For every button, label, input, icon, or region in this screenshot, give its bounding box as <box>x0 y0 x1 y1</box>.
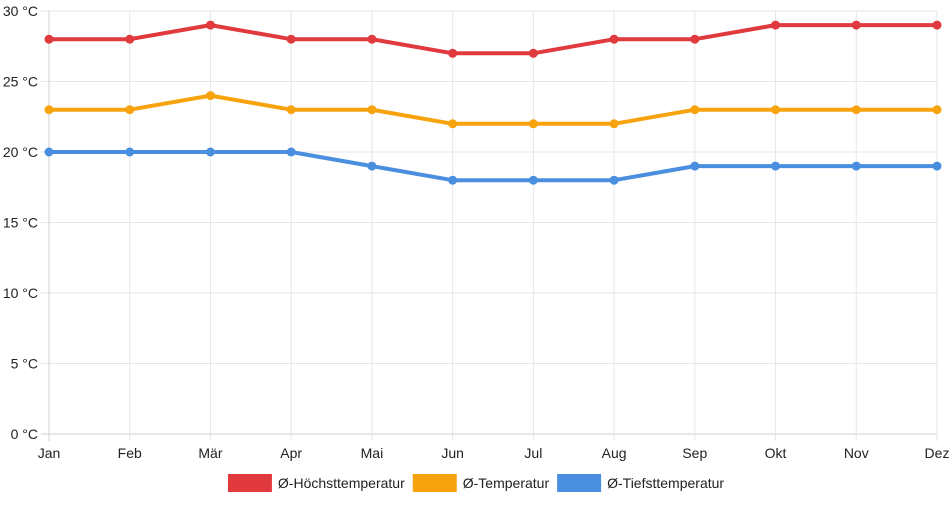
series-1 <box>44 91 942 129</box>
data-point <box>690 105 700 115</box>
data-point <box>771 161 781 171</box>
legend-label: Ø-Tiefsttemperatur <box>607 475 724 491</box>
legend-label: Ø-Temperatur <box>463 475 550 491</box>
data-point <box>448 175 458 185</box>
x-tick-label: Jul <box>524 445 542 461</box>
data-point <box>609 175 619 185</box>
y-tick-label: 10 °C <box>3 285 38 301</box>
data-point <box>286 105 296 115</box>
data-point <box>771 20 781 30</box>
series-layer <box>44 20 942 185</box>
data-point <box>44 105 54 115</box>
data-point <box>690 34 700 44</box>
data-point <box>367 161 377 171</box>
axis-layer: 0 °C 5 °C 10 °C 15 °C 20 °C 25 °C 30 °C Jan Feb M… <box>3 3 950 461</box>
x-tick-label: Apr <box>280 445 302 461</box>
x-tick-label: Mär <box>198 445 222 461</box>
y-tick-label: 15 °C <box>3 215 38 231</box>
data-point <box>448 119 458 129</box>
data-point <box>932 161 942 171</box>
x-tick-label: Dez <box>925 445 950 461</box>
data-point <box>932 20 942 30</box>
data-point <box>44 147 54 157</box>
data-point <box>44 34 54 44</box>
data-point <box>205 91 215 101</box>
data-point <box>125 147 135 157</box>
series-2 <box>44 147 942 185</box>
data-point <box>205 20 215 30</box>
data-point <box>609 34 619 44</box>
data-point <box>851 20 861 30</box>
data-point <box>690 161 700 171</box>
legend-label: Ø-Höchsttemperatur <box>278 475 405 491</box>
y-tick-label: 30 °C <box>3 3 38 19</box>
data-point <box>125 105 135 115</box>
legend-item-2: Ø-Tiefsttemperatur <box>557 474 724 492</box>
series-0 <box>44 20 942 58</box>
legend: Ø-Höchsttemperatur Ø-Temperatur Ø-Tiefstte… <box>227 474 724 492</box>
x-tick-label: Feb <box>118 445 142 461</box>
legend-item-1: Ø-Temperatur <box>412 474 550 492</box>
legend-swatch <box>412 474 457 492</box>
series-line <box>47 150 939 183</box>
data-point <box>528 48 538 58</box>
legend-swatch <box>557 474 602 492</box>
data-point <box>367 105 377 115</box>
x-tick-label: Sep <box>682 445 707 461</box>
data-point <box>528 175 538 185</box>
data-point <box>286 147 296 157</box>
data-point <box>609 119 619 129</box>
x-tick-label: Aug <box>602 445 627 461</box>
data-point <box>851 161 861 171</box>
grid-layer <box>41 10 938 441</box>
data-point <box>851 105 861 115</box>
x-tick-label: Okt <box>765 445 787 461</box>
x-tick-label: Jan <box>38 445 61 461</box>
data-point <box>286 34 296 44</box>
y-tick-label: 25 °C <box>3 74 38 90</box>
data-point <box>771 105 781 115</box>
series-line <box>47 23 939 56</box>
y-tick-label: 20 °C <box>3 144 38 160</box>
data-point <box>528 119 538 129</box>
data-point <box>448 48 458 58</box>
data-point <box>367 34 377 44</box>
data-point <box>932 105 942 115</box>
x-tick-label: Jun <box>441 445 464 461</box>
x-tick-label: Mai <box>361 445 384 461</box>
data-point <box>205 147 215 157</box>
series-line <box>47 93 939 126</box>
data-point <box>125 34 135 44</box>
x-tick-label: Nov <box>844 445 869 461</box>
y-tick-label: 0 °C <box>11 426 38 442</box>
y-tick-label: 5 °C <box>11 356 38 372</box>
legend-swatch <box>227 474 272 492</box>
legend-item-0: Ø-Höchsttemperatur <box>227 474 405 492</box>
